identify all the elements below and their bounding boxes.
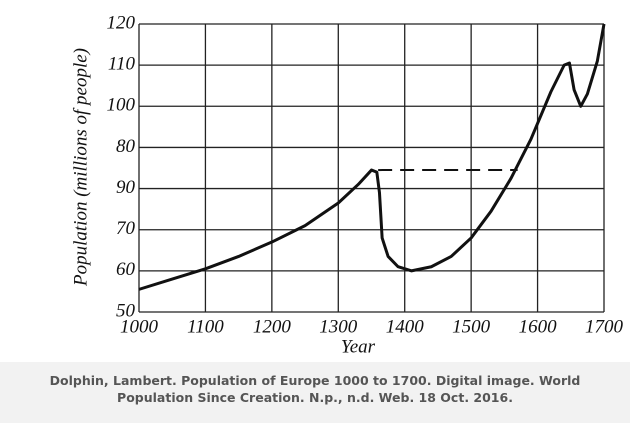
line bbox=[138, 23, 606, 291]
x-tick-label: 1200 bbox=[253, 316, 292, 337]
x-axis-label: Year bbox=[341, 336, 376, 357]
x-tick-label: 1100 bbox=[187, 316, 224, 337]
chart: Year Population (millions of people) 50 6… bbox=[70, 12, 624, 357]
x-tick-label: 1500 bbox=[452, 316, 491, 337]
x-tick-label: 1400 bbox=[386, 316, 425, 337]
y-axis-label: Population (millions of people) bbox=[70, 48, 91, 287]
y-tick-label: 80 bbox=[116, 136, 136, 157]
x-tick-label: 1000 bbox=[120, 316, 159, 337]
caption: Dolphin, Lambert. Population of Europe 1… bbox=[0, 362, 630, 423]
y-tick-label: 50 bbox=[116, 300, 136, 321]
y-tick-label: 70 bbox=[116, 218, 136, 239]
y-tick-label: 110 bbox=[108, 54, 136, 75]
x-tick-label: 1300 bbox=[319, 316, 358, 337]
y-tick-label: 120 bbox=[107, 12, 136, 33]
x-tick-label: 1600 bbox=[519, 316, 558, 337]
x-tick-label: 1700 bbox=[585, 316, 624, 337]
y-tick-label: 100 bbox=[107, 95, 136, 116]
y-tick-label: 90 bbox=[116, 177, 136, 198]
y-tick-label: 60 bbox=[116, 259, 136, 280]
